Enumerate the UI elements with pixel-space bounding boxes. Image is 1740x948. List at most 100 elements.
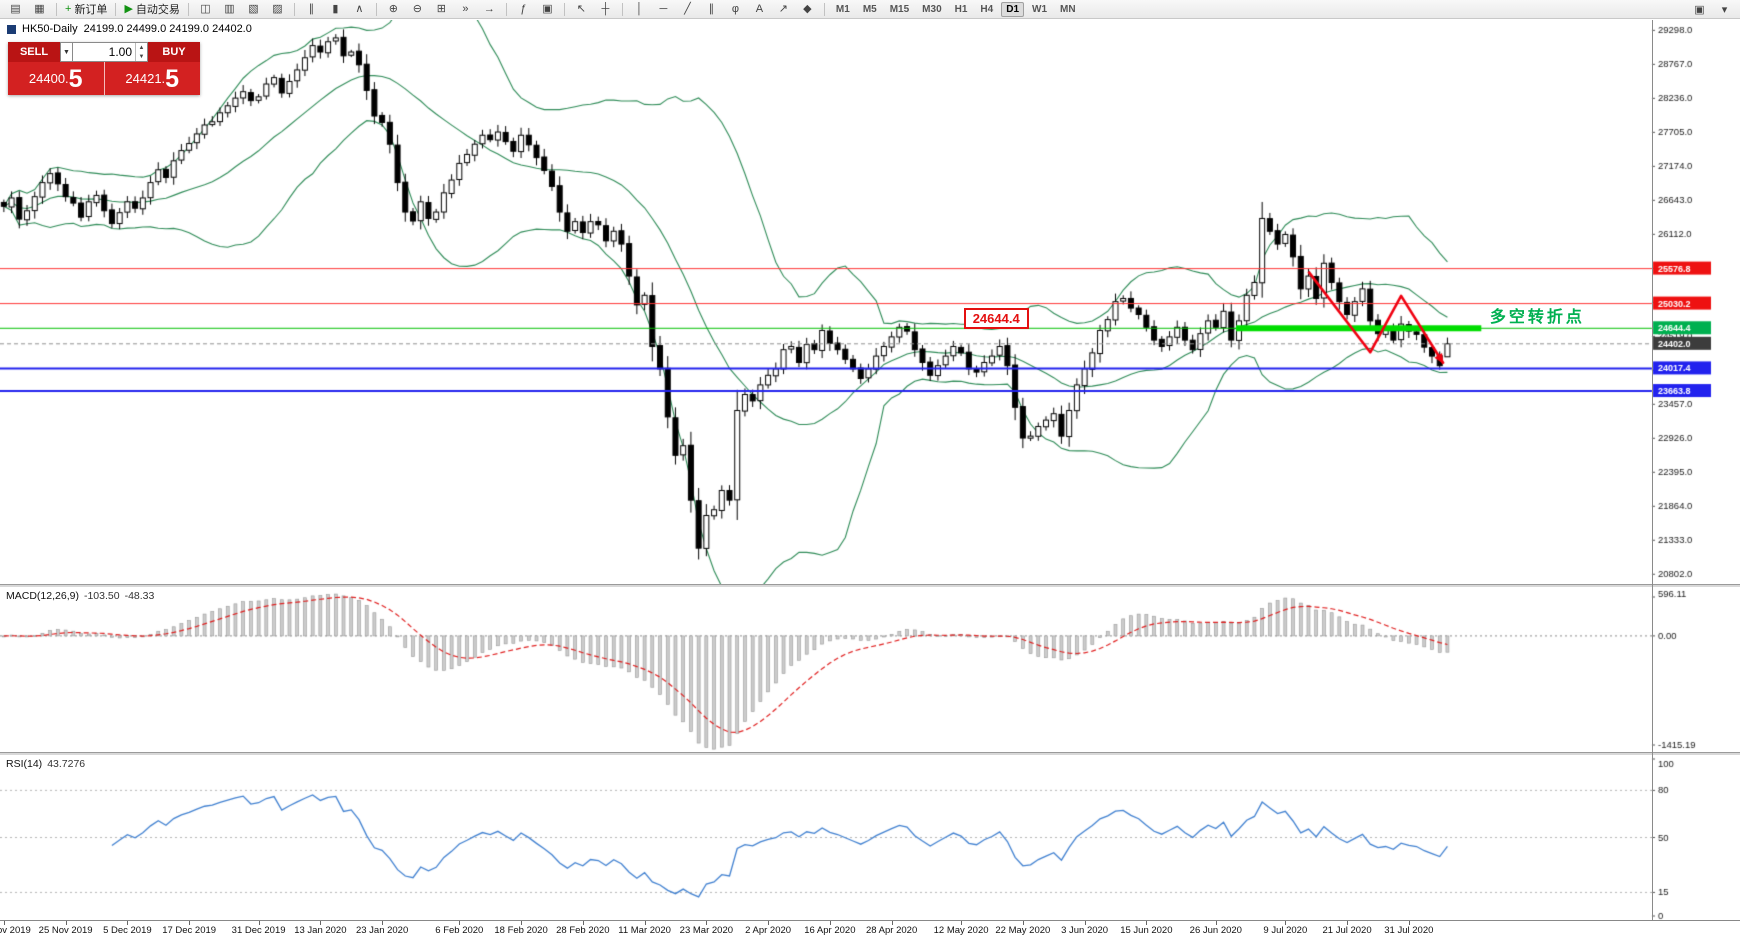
date-label: 26 Jun 2020	[1189, 925, 1242, 936]
terminal-icon[interactable]: ▨	[266, 0, 289, 18]
tile-windows-icon[interactable]: ⊞	[430, 0, 453, 18]
date-label: 15 Jun 2020	[1120, 925, 1173, 936]
toolbar-separator	[375, 2, 377, 16]
panel-separator[interactable]	[0, 752, 1740, 755]
line-chart-icon[interactable]: ∧	[348, 0, 371, 18]
indicators-icon[interactable]: ƒ	[512, 0, 535, 18]
text-icon[interactable]: A	[748, 0, 771, 18]
timeframe-m5[interactable]: M5	[862, 3, 877, 15]
rsi-panel-canvas[interactable]	[0, 755, 1740, 920]
vertical-line-icon[interactable]: │	[628, 0, 651, 18]
cursor-icon: ↖	[576, 3, 587, 15]
fibonacci-icon: φ	[731, 3, 739, 15]
rsi-indicator-label: RSI(14) 43.7276	[6, 758, 85, 770]
arrow-icon[interactable]: ↗	[772, 0, 795, 18]
new-order-button[interactable]: + 新订单	[62, 0, 110, 18]
toolbar-separator	[505, 2, 507, 16]
market-watch-icon: ◫	[200, 3, 211, 15]
zoom-out-icon[interactable]: ⊖	[406, 0, 429, 18]
date-label: 22 May 2020	[995, 925, 1051, 936]
bar-chart-icon[interactable]: ∥	[300, 0, 323, 18]
zoom-in-icon: ⊕	[388, 3, 399, 15]
panel-separator[interactable]	[0, 584, 1740, 587]
date-label: 28 Feb 2020	[556, 925, 610, 936]
chart-ohlc: 24199.0 24499.0 24199.0 24402.0	[83, 23, 252, 35]
sell-price[interactable]: 24400. 5	[8, 62, 105, 95]
templates-icon[interactable]: ▣	[536, 0, 559, 18]
time-tick	[521, 921, 523, 925]
auto-scroll-icon: »	[462, 3, 469, 15]
layout-icon[interactable]: ▣	[1694, 3, 1705, 16]
date-label: 13 Nov 2019	[0, 925, 31, 936]
new-chart-icon[interactable]: ▤	[4, 0, 27, 18]
one-click-trading-widget: SELL ▼ 1.00 ▲ ▼ BUY 24400. 5 24421. 5	[8, 42, 200, 95]
timeframe-h4[interactable]: H4	[980, 3, 994, 15]
volume-input[interactable]: 1.00 ▲ ▼	[73, 42, 148, 62]
time-tick	[891, 921, 893, 925]
market-watch-icon[interactable]: ◫	[194, 0, 217, 18]
buy-price[interactable]: 24421. 5	[104, 62, 200, 95]
buy-price-big-digit: 5	[165, 64, 180, 93]
shapes-icon[interactable]: ◆	[796, 0, 819, 18]
time-tick	[1408, 921, 1410, 925]
fibonacci-icon[interactable]: φ	[724, 0, 747, 18]
time-axis[interactable]: 13 Nov 2019 25 Nov 2019 5 Dec 2019 17 Dec 2…	[0, 920, 1740, 948]
timeframe-h1[interactable]: H1	[954, 3, 968, 15]
candlestick-chart-icon[interactable]: ▮	[324, 0, 347, 18]
date-label: 12 May 2020	[933, 925, 989, 936]
time-tick	[459, 921, 461, 925]
horizontal-line-icon: ─	[659, 3, 668, 15]
timeframe-m1[interactable]: M1	[835, 3, 850, 15]
terminal-icon: ▨	[272, 3, 283, 15]
timeframe-mn[interactable]: MN	[1060, 3, 1076, 15]
date-label: 9 Jul 2020	[1263, 925, 1308, 936]
time-tick	[1215, 921, 1217, 925]
price-callout[interactable]: 24644.4	[963, 307, 1029, 329]
main-chart-canvas[interactable]	[0, 20, 1740, 584]
sell-button[interactable]: SELL	[8, 42, 60, 62]
buy-button[interactable]: BUY	[148, 42, 200, 62]
horizontal-line-icon[interactable]: ─	[652, 0, 675, 18]
volume-value: 1.00	[108, 45, 132, 59]
toolbar-separator	[563, 2, 565, 16]
date-label: 25 Nov 2019	[38, 925, 93, 936]
auto-scroll-icon[interactable]: »	[454, 0, 477, 18]
time-tick	[1347, 921, 1349, 925]
chart-caption: HK50-Daily 24199.0 24499.0 24199.0 24402…	[7, 23, 252, 35]
toolbar-right-group: ▣ ▾	[1688, 0, 1736, 18]
navigator-icon[interactable]: ▧	[242, 0, 265, 18]
rsi-value: 43.7276	[47, 758, 86, 770]
date-label: 6 Feb 2020	[435, 925, 484, 936]
bar-chart-icon: ∥	[308, 3, 315, 15]
more-options-icon[interactable]: ▾	[1721, 3, 1728, 16]
profiles-icon[interactable]: ▦	[28, 0, 51, 18]
volume-up-button[interactable]: ▲	[138, 44, 145, 51]
date-label: 5 Dec 2019	[103, 925, 152, 936]
crosshair-icon[interactable]: ┼	[594, 0, 617, 18]
cursor-icon[interactable]: ↖	[570, 0, 593, 18]
channel-icon[interactable]: ∥	[700, 0, 723, 18]
autotrading-button[interactable]: ▶ 自动交易	[121, 0, 182, 18]
time-tick	[1285, 921, 1287, 925]
macd-panel-canvas[interactable]	[0, 587, 1740, 752]
trendline-icon[interactable]: ╱	[676, 0, 699, 18]
channel-icon: ∥	[708, 3, 715, 15]
time-tick	[382, 921, 384, 925]
chart-window: HK50-Daily 24199.0 24499.0 24199.0 24402…	[0, 20, 1740, 948]
volume-down-button[interactable]: ▼	[138, 53, 145, 60]
profiles-icon: ▦	[34, 3, 45, 15]
timeframe-m30[interactable]: M30	[922, 3, 942, 15]
toolbar-separator	[115, 2, 117, 16]
chart-shift-icon[interactable]: →	[478, 0, 501, 18]
data-window-icon[interactable]: ▥	[218, 0, 241, 18]
time-tick	[1022, 921, 1024, 925]
timeframe-d1[interactable]: D1	[1001, 1, 1025, 17]
date-label: 2 Apr 2020	[745, 925, 792, 936]
time-tick	[582, 921, 584, 925]
timeframe-m15[interactable]: M15	[889, 3, 910, 15]
volume-dropdown-button[interactable]: ▼	[60, 42, 73, 62]
zoom-in-icon[interactable]: ⊕	[382, 0, 405, 18]
pivot-annotation[interactable]: 多空转折点	[1489, 309, 1585, 327]
timeframe-w1[interactable]: W1	[1032, 3, 1048, 15]
date-label: 18 Feb 2020	[494, 925, 548, 936]
